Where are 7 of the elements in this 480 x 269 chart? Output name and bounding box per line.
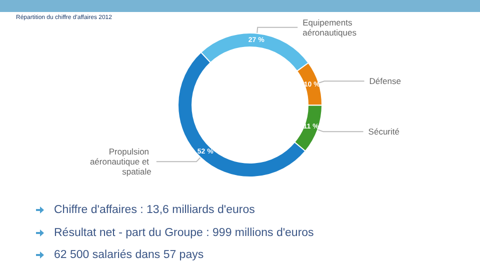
slice-label: Défense: [369, 76, 402, 86]
slice-label: Propulsion aéronautique et spatiale: [90, 146, 152, 177]
text: Résultat net - part du Groupe : 999 millions d'euros: [54, 226, 314, 239]
text: 62 500 salariés dans 57 pays: [54, 249, 204, 262]
slice-label: Sécurité: [368, 126, 400, 137]
text: Chiffre d'affaires : 13,6 milliards d'euros: [54, 204, 255, 216]
slice-label: Equipements aéronautiques: [302, 17, 356, 38]
